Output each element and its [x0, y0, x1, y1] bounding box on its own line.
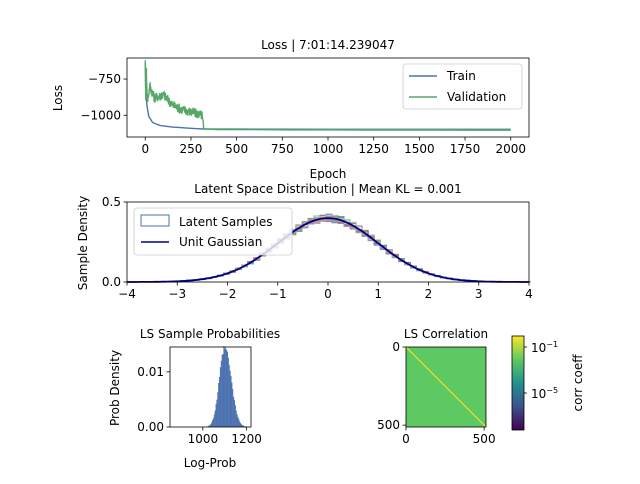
- loss-x-tick-label: 1000: [313, 142, 344, 156]
- legend-unit-gaussian-label: Unit Gaussian: [179, 235, 262, 249]
- latent-y-tick-label: 0.0: [102, 275, 121, 289]
- latent-y-ticks: 0.0 0.5: [102, 195, 127, 289]
- prob-y-tick-label: 0.00: [137, 420, 164, 434]
- latent-x-tick-label: −1: [269, 287, 287, 301]
- latent-x-tick-label: −4: [118, 287, 136, 301]
- loss-title: Loss | 7:01:14.239047: [261, 38, 395, 52]
- corr-y-ticks: 0 500: [377, 340, 406, 432]
- prob-y-tick-label: 0.01: [137, 365, 164, 379]
- latent-title: Latent Space Distribution | Mean KL = 0.…: [194, 182, 461, 196]
- loss-x-label: Epoch: [310, 167, 347, 181]
- loss-x-tick-label: 500: [225, 142, 248, 156]
- loss-x-tick-label: 1750: [450, 142, 481, 156]
- latent-x-tick-label: 1: [374, 287, 382, 301]
- legend-train-label: Train: [446, 69, 476, 83]
- corr-y-tick-label: 500: [377, 418, 400, 432]
- prob-axes-frame: [170, 347, 251, 427]
- prob-y-label: Prob Density: [108, 350, 122, 426]
- colorbar-label: corr coeff: [571, 354, 585, 412]
- prob-plot-area: [203, 346, 246, 427]
- loss-x-tick-label: 250: [180, 142, 203, 156]
- prob-y-ticks: 0.00 0.01: [137, 365, 170, 434]
- prob-x-tick-label: 1200: [231, 432, 262, 446]
- latent-panel: Latent Space Distribution | Mean KL = 0.…: [76, 182, 533, 301]
- legend-latent-samples-label: Latent Samples: [179, 215, 273, 229]
- latent-x-tick-label: −2: [219, 287, 237, 301]
- legend-validation-label: Validation: [447, 90, 506, 104]
- loss-y-ticks: −750 −1000: [80, 72, 127, 122]
- corr-colorbar: 10−1 10−5 corr coeff: [512, 336, 585, 430]
- loss-x-tick-label: 0: [141, 142, 149, 156]
- corr-x-tick-label: 0: [402, 432, 410, 446]
- loss-panel: Loss | 7:01:14.239047 0 250 500 750 1000 1250…: [51, 38, 529, 181]
- corr-y-tick-label: 0: [392, 340, 400, 354]
- corr-x-tick-label: 500: [473, 432, 496, 446]
- prob-x-ticks: 1000 1200: [188, 427, 262, 446]
- loss-x-tick-label: 750: [271, 142, 294, 156]
- loss-y-tick-label: −750: [88, 72, 121, 86]
- loss-legend: Train Validation: [403, 64, 522, 109]
- corr-title: LS Correlation: [404, 327, 488, 341]
- latent-x-tick-label: −3: [168, 287, 186, 301]
- latent-x-tick-label: 4: [525, 287, 533, 301]
- prob-x-label: Log-Prob: [184, 456, 236, 470]
- latent-x-ticks: −4 −3 −2 −1 0 1 2 3 4: [118, 282, 533, 301]
- loss-x-ticks: 0 250 500 750 1000 1250 1500 1750 2000: [141, 137, 526, 156]
- loss-y-tick-label: −1000: [80, 108, 121, 122]
- prob-x-tick-label: 1000: [188, 432, 219, 446]
- latent-y-tick-label: 0.5: [102, 195, 121, 209]
- latent-x-tick-label: 0: [324, 287, 332, 301]
- latent-x-tick-label: 2: [425, 287, 433, 301]
- colorbar-tick-label-upper: 10−1: [531, 340, 558, 355]
- latent-x-tick-label: 3: [475, 287, 483, 301]
- latent-legend: Latent Samples Unit Gaussian: [134, 208, 292, 255]
- latent-y-label: Sample Density: [76, 196, 90, 290]
- loss-x-tick-label: 2000: [495, 142, 526, 156]
- colorbar-tick-label-lower: 10−5: [531, 386, 558, 401]
- colorbar-gradient: [512, 336, 524, 430]
- prob-title: LS Sample Probabilities: [140, 327, 280, 341]
- corr-x-ticks: 0 500: [402, 427, 495, 446]
- loss-x-tick-label: 1250: [358, 142, 389, 156]
- loss-y-label: Loss: [51, 85, 65, 111]
- loss-x-tick-label: 1500: [404, 142, 435, 156]
